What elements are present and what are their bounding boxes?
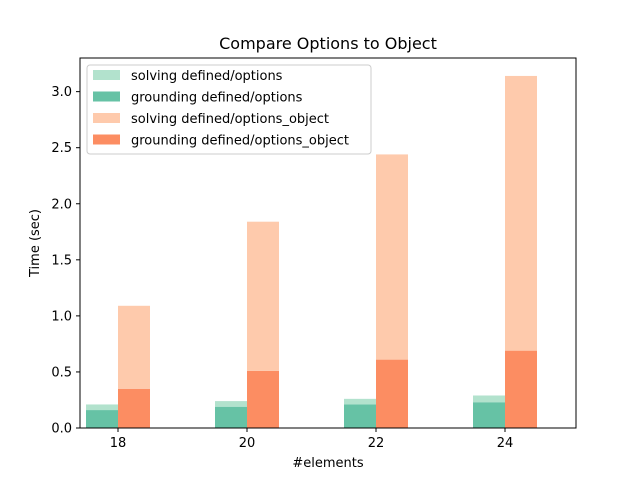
x-tick-label: 20	[239, 436, 256, 451]
y-tick-label: 1.5	[51, 253, 72, 268]
bar-solving-defined-options-object-24	[505, 75, 537, 351]
x-axis: 18 20 22 24	[110, 428, 514, 451]
bar-grounding-defined-options-20	[215, 406, 247, 428]
y-tick-label: 3.0	[51, 85, 72, 100]
bar-solving-defined-options-object-18	[118, 305, 150, 389]
y-tick-label: 0.0	[51, 422, 72, 437]
bar-solving-defined-options-22	[344, 398, 376, 405]
y-tick-label: 0.5	[51, 365, 72, 380]
bar-grounding-defined-options-object-18	[118, 388, 150, 428]
y-axis: 0.0 0.5 1.0 1.5 2.0 2.5 3.0	[51, 85, 80, 437]
legend-swatch	[93, 113, 120, 123]
bar-solving-defined-options-object-22	[376, 154, 408, 360]
chart-title: Compare Options to Object	[219, 34, 437, 53]
x-tick-label: 22	[368, 436, 385, 451]
bar-grounding-defined-options-object-24	[505, 350, 537, 428]
bar-solving-defined-options-18	[86, 404, 118, 411]
bar-solving-defined-options-object-20	[247, 221, 279, 371]
legend-swatch	[93, 70, 120, 80]
legend-swatch	[93, 134, 120, 145]
bar-grounding-defined-options-object-22	[376, 359, 408, 428]
legend-label: solving defined/options	[131, 69, 283, 84]
legend-label: solving defined/options_object	[131, 112, 329, 127]
legend: solving defined/options grounding defined…	[86, 64, 372, 155]
bar-solving-defined-options-20	[215, 401, 247, 407]
legend-label: grounding defined/options_object	[131, 134, 349, 149]
bars-layer	[86, 75, 537, 428]
y-axis-label: Time (sec)	[28, 209, 43, 278]
bar-solving-defined-options-24	[473, 395, 505, 403]
bar-grounding-defined-options-18	[86, 410, 118, 428]
x-tick-label: 18	[110, 436, 127, 451]
bar-grounding-defined-options-object-20	[247, 370, 279, 428]
x-axis-label: #elements	[292, 456, 363, 471]
plot-area-frame	[79, 57, 577, 429]
legend-label: grounding defined/options	[131, 91, 303, 106]
x-tick-label: 24	[497, 436, 514, 451]
y-tick-label: 1.0	[51, 309, 72, 324]
legend-box	[86, 64, 372, 155]
legend-swatch	[93, 91, 120, 102]
y-tick-label: 2.5	[51, 141, 72, 156]
y-tick-label: 2.0	[51, 197, 72, 212]
bar-grounding-defined-options-22	[344, 404, 376, 428]
bar-grounding-defined-options-24	[473, 402, 505, 428]
